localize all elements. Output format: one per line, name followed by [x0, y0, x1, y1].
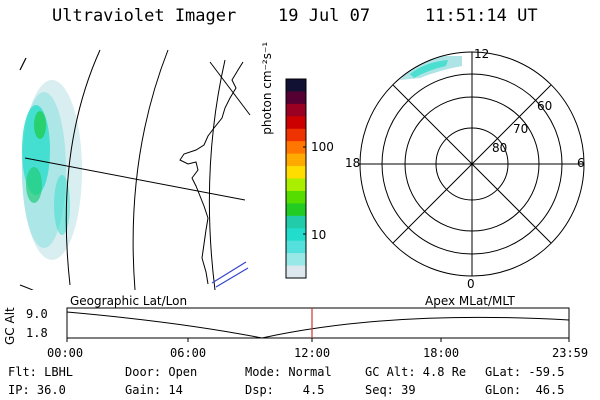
flt-info: Flt: LBHL	[8, 365, 74, 379]
color-bar-band	[286, 215, 306, 229]
dsp-info: Dsp: 4.5	[245, 383, 325, 397]
color-bar-band	[286, 141, 306, 155]
y-tick-label-9: 9.0	[26, 307, 48, 321]
timeline-frame	[66, 307, 570, 339]
longitude-line-2	[209, 61, 251, 116]
x-tick-label-2359: 23:59	[552, 346, 589, 360]
color-bar-band	[286, 79, 306, 93]
color-bar-frame	[285, 78, 307, 279]
color-bar-band	[286, 103, 306, 117]
color-bar-band	[286, 240, 306, 254]
lat-label-70: 70	[513, 122, 529, 136]
lat-label-60: 60	[537, 99, 553, 113]
coast-blue-1	[211, 261, 247, 284]
color-bar-band	[286, 190, 306, 204]
color-bar-band	[286, 91, 306, 105]
color-bar-unit-label: photon cm⁻²s⁻¹	[260, 41, 274, 135]
color-bar-label-100: 100	[311, 140, 334, 154]
coastline	[179, 61, 244, 285]
instrument-title: Ultraviolet Imager	[52, 6, 237, 26]
color-bar-band	[286, 253, 306, 267]
gain-info: Gain: 14	[125, 383, 183, 397]
color-bar-label-10: 10	[311, 228, 327, 242]
color-bar-band	[286, 203, 306, 217]
polar-aurora-cyan	[410, 60, 448, 78]
ip-info: IP: 36.0	[8, 383, 66, 397]
apex-coords-label: Apex MLat/MLT	[425, 294, 515, 308]
color-bar-band	[286, 178, 306, 192]
x-tick-label-1800: 18:00	[423, 346, 460, 360]
time-label: 11:51:14 UT	[425, 6, 538, 26]
color-bar-band	[286, 166, 306, 180]
glon-info: GLon: 46.5	[485, 383, 565, 397]
coast-blue-2	[215, 267, 249, 288]
mlt-label-0: 0	[467, 277, 475, 291]
graticule-arc-2	[132, 49, 169, 290]
graticule-arc-3	[208, 59, 226, 290]
aurora-core-green	[34, 111, 46, 139]
glat-info: GLat: -59.5	[485, 365, 565, 379]
color-bar-band	[286, 265, 306, 279]
mlt-label-12: 12	[474, 47, 490, 61]
door-info: Door: Open	[125, 365, 198, 379]
y-tick-label-1-8: 1.8	[26, 326, 48, 340]
gc-alt-axis-label: GC Alt	[3, 307, 17, 345]
coast-fragment	[19, 57, 27, 71]
mode-info: Mode: Normal	[245, 365, 332, 379]
mlt-label-18: 18	[345, 156, 361, 170]
date-label: 19 Jul 07	[278, 6, 371, 26]
color-bar	[286, 79, 306, 279]
lat-label-80: 80	[492, 141, 508, 155]
color-bar-band	[286, 116, 306, 130]
graticule-arc-1	[65, 49, 101, 286]
x-tick-label-0000: 00:00	[47, 346, 84, 360]
geographic-map	[19, 49, 251, 290]
altitude-timeline	[66, 307, 570, 342]
altitude-curve	[66, 311, 570, 339]
aurora-core-green-2	[26, 167, 42, 203]
graticule-arc-4	[19, 284, 34, 290]
polar-plot	[359, 51, 585, 277]
mlt-label-6: 6	[577, 156, 585, 170]
color-bar-band	[286, 128, 306, 142]
longitude-line	[24, 157, 246, 201]
polar-diagonal-2	[392, 84, 552, 244]
x-tick-label-0600: 06:00	[170, 346, 207, 360]
x-tick-label-1200: 12:00	[294, 346, 331, 360]
seq-info: Seq: 39	[365, 383, 416, 397]
geo-coords-label: Geographic Lat/Lon	[70, 294, 188, 308]
gc-alt-info: GC Alt: 4.8 Re	[365, 365, 467, 379]
color-bar-band	[286, 153, 306, 167]
color-bar-band	[286, 228, 306, 242]
